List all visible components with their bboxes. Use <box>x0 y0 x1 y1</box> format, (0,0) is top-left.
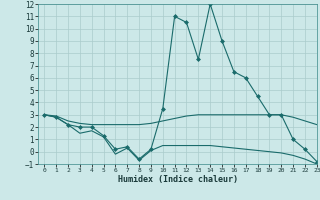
X-axis label: Humidex (Indice chaleur): Humidex (Indice chaleur) <box>118 175 238 184</box>
